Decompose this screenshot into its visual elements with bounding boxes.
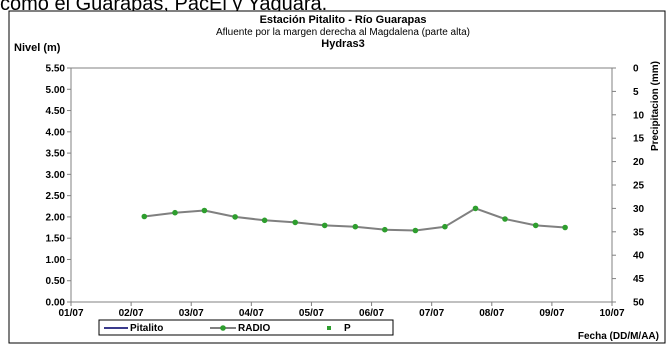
data-point-radio — [232, 214, 238, 220]
y-tick-label: 0.50 — [46, 276, 66, 287]
y-tick-label: 5.50 — [46, 64, 66, 75]
y-tick-label: 4.50 — [46, 106, 66, 117]
chart-subtitle: Afluente por la margen derecha al Magdal… — [216, 27, 470, 38]
y-tick-label: 5.00 — [46, 85, 66, 96]
x-tick-label: 02/07 — [119, 308, 144, 319]
data-point-radio — [382, 226, 388, 233]
y-tick-label: 2.00 — [46, 212, 66, 223]
data-point-radio — [442, 223, 448, 230]
x-tick-label: 09/07 — [539, 308, 564, 319]
legend-label-p: P — [344, 323, 351, 334]
y2-tick-label: 10 — [633, 110, 645, 121]
x-tick-label: 03/07 — [179, 308, 204, 319]
x-tick-label: 06/07 — [359, 308, 384, 319]
plot-area — [70, 67, 613, 303]
y2-tick-label: 25 — [633, 181, 645, 192]
axes: 01/07 02/07 03/07 04/07 05/07 06/07 07/07 08/07… — [46, 64, 645, 320]
y-axis-label: Nivel (m) — [14, 42, 61, 54]
y2-tick-label: 20 — [633, 157, 645, 168]
y-tick-label: 4.00 — [46, 127, 66, 138]
y2-tick-label: 5 — [633, 87, 639, 98]
legend: Pitalito RADIO P — [98, 319, 394, 336]
data-point-radio — [532, 222, 539, 229]
y-tick-label: 3.50 — [46, 149, 66, 160]
y2-tick-label: 35 — [633, 227, 645, 238]
data-point-radio — [201, 207, 208, 214]
x-tick-label: 04/07 — [239, 308, 264, 319]
data-point-radio — [321, 222, 328, 229]
y2-tick-label: 15 — [633, 134, 645, 145]
data-point-radio — [352, 223, 359, 230]
y2-axis-label: Precipitacion (mm) — [650, 61, 661, 151]
x-tick-label: 07/07 — [419, 308, 444, 319]
x-tick-label: 10/07 — [599, 308, 624, 319]
y-tick-label: 0.00 — [46, 298, 66, 309]
legend-marker-radio — [220, 325, 226, 331]
y2-tick-label: 50 — [633, 298, 645, 309]
data-point-radio — [141, 213, 148, 220]
data-point-radio — [292, 219, 299, 226]
y2-tick-label: 40 — [633, 251, 645, 262]
data-point-radio — [261, 217, 268, 224]
series-layer — [141, 205, 568, 234]
x-tick-label: 05/07 — [299, 308, 324, 319]
x-tick-label: 08/07 — [479, 308, 504, 319]
y-tick-label: 3.00 — [46, 170, 66, 181]
y2-tick-label: 0 — [633, 64, 639, 75]
chart-title: Estación Pitalito - Río Guarapas — [260, 14, 427, 26]
legend-label-radio: RADIO — [238, 323, 270, 334]
y2-tick-label: 45 — [633, 274, 645, 285]
data-point-radio — [172, 209, 178, 216]
x-tick-label: 01/07 — [58, 308, 83, 319]
data-point-radio — [502, 216, 508, 222]
legend-marker-p — [327, 326, 331, 330]
chart-subtitle-2: Hydras3 — [321, 38, 364, 50]
data-point-radio — [472, 205, 479, 212]
data-point-radio — [412, 227, 419, 234]
legend-label-pitalito: Pitalito — [130, 323, 163, 334]
y-tick-label: 2.50 — [46, 191, 66, 202]
y2-tick-label: 30 — [633, 204, 645, 215]
y-tick-label: 1.00 — [46, 255, 66, 266]
x-axis-label: Fecha (DD/M/AA) — [578, 331, 659, 342]
data-point-radio — [562, 224, 568, 231]
y-tick-label: 1.50 — [46, 234, 66, 245]
legend-box — [98, 319, 394, 336]
